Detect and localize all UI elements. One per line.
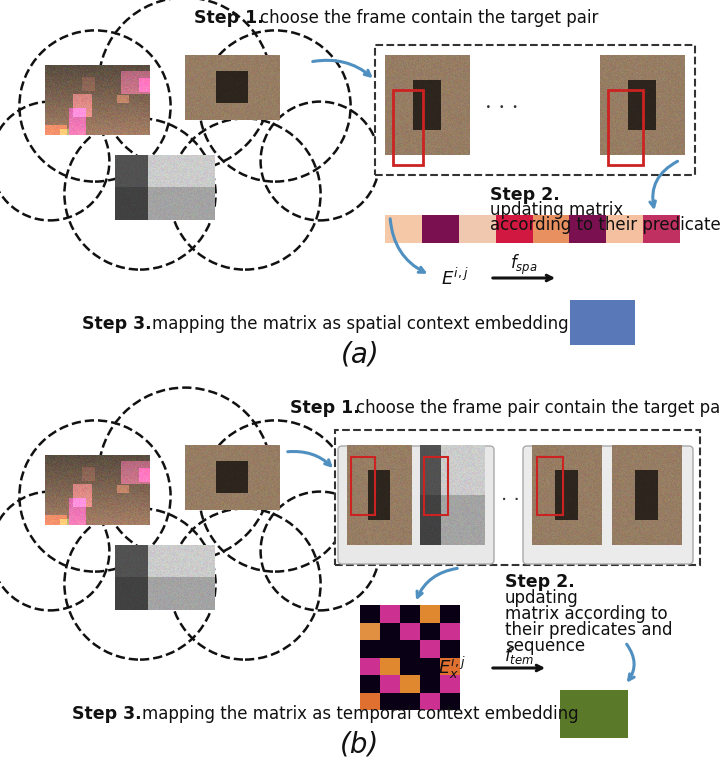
FancyBboxPatch shape [360,605,380,622]
Circle shape [0,492,109,610]
Circle shape [261,102,379,221]
Text: . .: . . [500,486,519,505]
FancyBboxPatch shape [422,215,459,243]
Text: matrix according to: matrix according to [505,605,667,623]
Circle shape [19,420,171,572]
Text: Step 3.: Step 3. [82,315,152,333]
FancyBboxPatch shape [338,446,494,564]
FancyBboxPatch shape [380,640,400,658]
Text: $E_x^{i,j}$: $E_x^{i,j}$ [438,655,466,681]
FancyBboxPatch shape [380,693,400,710]
FancyBboxPatch shape [400,605,420,622]
FancyBboxPatch shape [440,658,460,675]
FancyBboxPatch shape [570,215,606,243]
Text: (b): (b) [341,731,379,759]
Text: mapping the matrix as spatial context embedding: mapping the matrix as spatial context em… [152,315,569,333]
Text: choose the frame contain the target pair: choose the frame contain the target pair [260,9,598,27]
Text: $f_{spa}$: $f_{spa}$ [510,253,538,277]
FancyBboxPatch shape [400,675,420,693]
Text: . . .: . . . [485,93,518,112]
FancyBboxPatch shape [420,605,440,622]
FancyBboxPatch shape [360,640,380,658]
FancyBboxPatch shape [523,446,693,564]
Circle shape [199,420,351,572]
Text: Step 2.: Step 2. [490,186,559,204]
FancyBboxPatch shape [380,605,400,622]
FancyBboxPatch shape [440,640,460,658]
Circle shape [19,30,171,182]
FancyBboxPatch shape [360,693,380,710]
Text: mapping the matrix as temporal context embedding: mapping the matrix as temporal context e… [142,705,579,723]
Text: sequence: sequence [505,637,585,655]
Circle shape [99,0,271,170]
FancyBboxPatch shape [400,658,420,675]
Circle shape [0,102,109,221]
FancyBboxPatch shape [360,622,380,640]
FancyBboxPatch shape [495,215,533,243]
Circle shape [64,508,215,660]
Circle shape [261,492,379,610]
FancyBboxPatch shape [385,215,422,243]
Text: according to their predicates: according to their predicates [490,216,720,234]
FancyBboxPatch shape [643,215,680,243]
FancyBboxPatch shape [380,675,400,693]
FancyBboxPatch shape [440,675,460,693]
Text: (a): (a) [341,341,379,369]
Circle shape [199,30,351,182]
FancyBboxPatch shape [380,658,400,675]
FancyBboxPatch shape [380,622,400,640]
FancyBboxPatch shape [606,215,643,243]
Text: Step 2.: Step 2. [505,573,575,591]
Text: Step 3.: Step 3. [72,705,142,723]
FancyBboxPatch shape [459,215,495,243]
FancyBboxPatch shape [440,622,460,640]
Text: Step 1.: Step 1. [194,9,264,27]
FancyBboxPatch shape [360,658,380,675]
Text: updating: updating [505,589,579,607]
FancyBboxPatch shape [335,430,700,565]
FancyBboxPatch shape [440,605,460,622]
FancyBboxPatch shape [420,693,440,710]
FancyBboxPatch shape [400,693,420,710]
Circle shape [99,387,271,560]
FancyBboxPatch shape [360,675,380,693]
FancyBboxPatch shape [440,693,460,710]
FancyBboxPatch shape [400,640,420,658]
Circle shape [169,119,320,269]
Text: choose the frame pair contain the target pair: choose the frame pair contain the target… [356,399,720,417]
FancyBboxPatch shape [570,300,635,345]
FancyBboxPatch shape [400,622,420,640]
FancyBboxPatch shape [375,45,695,175]
Circle shape [169,508,320,660]
Text: Step 1.: Step 1. [290,399,360,417]
Text: $E^{i,j}$: $E^{i,j}$ [441,267,469,288]
FancyBboxPatch shape [420,658,440,675]
FancyBboxPatch shape [560,690,628,738]
Text: updating matrix: updating matrix [490,201,624,219]
FancyBboxPatch shape [420,640,440,658]
FancyBboxPatch shape [420,675,440,693]
Text: $f_{tem}$: $f_{tem}$ [504,645,534,666]
FancyBboxPatch shape [533,215,570,243]
FancyBboxPatch shape [420,622,440,640]
Circle shape [64,119,215,269]
Text: their predicates and: their predicates and [505,621,672,639]
